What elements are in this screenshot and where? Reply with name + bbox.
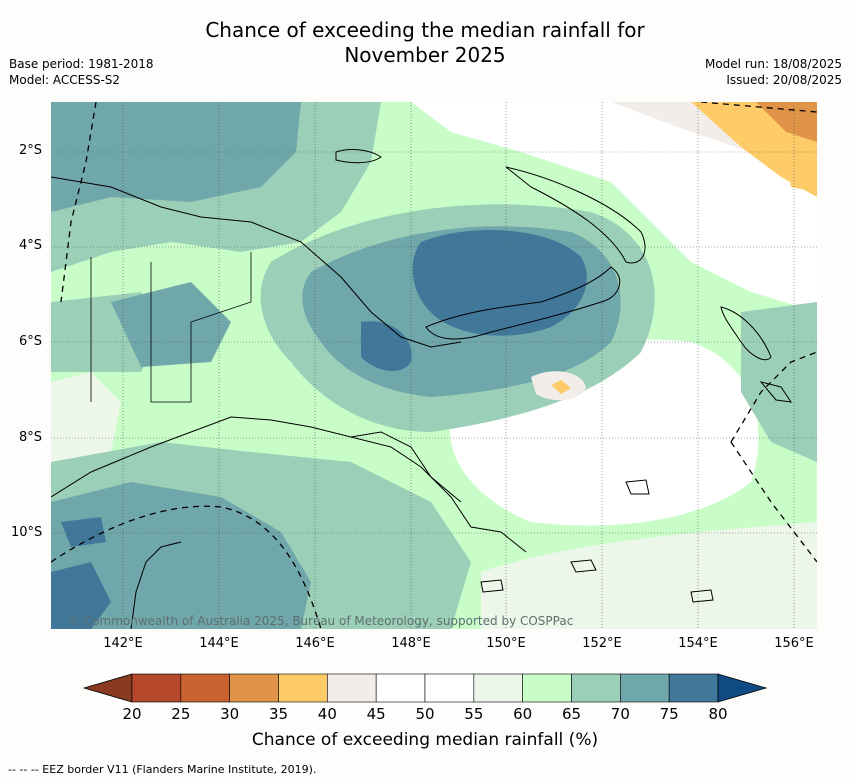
lat-label-2s: 2°S: [19, 143, 43, 158]
base-period: Base period: 1981-2018: [9, 57, 154, 71]
lat-lon-grid: [51, 102, 817, 629]
colorbar-cell: [327, 673, 377, 703]
colorbar-tick-label: 80: [708, 705, 728, 723]
colorbar-tick-label: 75: [659, 705, 679, 723]
zone-35-40-mid: [551, 380, 571, 394]
colorbar-cell: [278, 673, 328, 703]
colorbar-cell: [424, 673, 475, 703]
zone-70-75-west-band: [111, 282, 231, 367]
meta-left: Base period: 1981-2018 Model: ACCESS-S2: [9, 56, 154, 88]
lat-label-6s: 6°S: [19, 334, 43, 349]
lon-label-154e: 154°E: [678, 636, 718, 651]
colorbar-over-arrow: [717, 673, 768, 703]
map-title-line1: Chance of exceeding the median rainfall …: [205, 18, 645, 42]
lat-label-10s: 10°S: [11, 525, 43, 540]
zone-70-75-north: [51, 102, 301, 212]
map-title-line2: November 2025: [344, 43, 506, 67]
eez-note: -- -- -- EEZ border V11 (Flanders Marine…: [8, 763, 317, 776]
zone-75-80-south-patch: [61, 517, 106, 547]
colorbar-cell: [620, 673, 670, 703]
issued-date: Issued: 20/08/2025: [726, 73, 842, 87]
colorbar-tick-label: 45: [366, 705, 386, 723]
colorbar-cell: [668, 673, 719, 703]
lon-label-150e: 150°E: [486, 636, 526, 651]
colorbar-tick-label: 50: [415, 705, 435, 723]
model-name: Model: ACCESS-S2: [9, 73, 121, 87]
lat-label-4s: 4°S: [19, 238, 43, 253]
zone-55-60-southeast: [481, 522, 817, 629]
colorbar-title: Chance of exceeding median rainfall (%): [251, 730, 599, 750]
lon-label-144e: 144°E: [199, 636, 239, 651]
colorbar-tick-label: 55: [464, 705, 484, 723]
colorbar-tick-label: 65: [561, 705, 582, 723]
map-credit: © Commonwealth of Australia 2025, Bureau…: [68, 614, 574, 628]
colorbar-cell: [473, 673, 523, 703]
lon-label-142e: 142°E: [103, 636, 143, 651]
colorbar: [82, 673, 768, 703]
colorbar-cell: [522, 673, 572, 703]
colorbar-tick-label: 35: [268, 705, 289, 723]
zone-45-55-northeast: [411, 102, 817, 312]
coastlines: [51, 149, 793, 629]
model-run: Model run: 18/08/2025: [704, 57, 842, 71]
zone-55-60-west: [51, 372, 121, 462]
lon-label-152e: 152°E: [582, 636, 622, 651]
zone-70-75-southwest: [51, 482, 311, 629]
colorbar-tick-label: 30: [220, 705, 240, 723]
colorbar-cells: [131, 673, 719, 703]
meta-right: Model run: 18/08/2025 Issued: 20/08/2025: [705, 56, 842, 88]
lon-label-148e: 148°E: [391, 636, 431, 651]
zone-75-80-southwest: [51, 562, 111, 629]
map-canvas: [51, 102, 817, 629]
lon-label-156e: 156°E: [774, 636, 814, 651]
colorbar-cell: [131, 673, 182, 703]
colorbar-under-arrow: [82, 673, 133, 703]
colorbar-cell: [180, 673, 230, 703]
rainfall-map: [51, 102, 817, 629]
map-title: Chance of exceeding the median rainfall …: [0, 18, 850, 68]
colorbar-cell: [229, 673, 279, 703]
colorbar-tick-label: 60: [513, 705, 533, 723]
zone-75-80-centre: [412, 230, 587, 336]
colorbar-tick-label: 25: [171, 705, 191, 723]
zone-75-80-newbritain: [361, 321, 412, 372]
lat-label-8s: 8°S: [19, 430, 43, 445]
colorbar-cell: [375, 673, 426, 703]
colorbar-cell: [571, 673, 621, 703]
colorbar-tick-label: 20: [122, 705, 142, 723]
lon-label-146e: 146°E: [295, 636, 335, 651]
zone-30-35-northeast: [756, 102, 817, 142]
colorbar-tick-label: 40: [317, 705, 337, 723]
eez-borders: [51, 102, 817, 629]
colorbar-tick-label: 70: [610, 705, 630, 723]
